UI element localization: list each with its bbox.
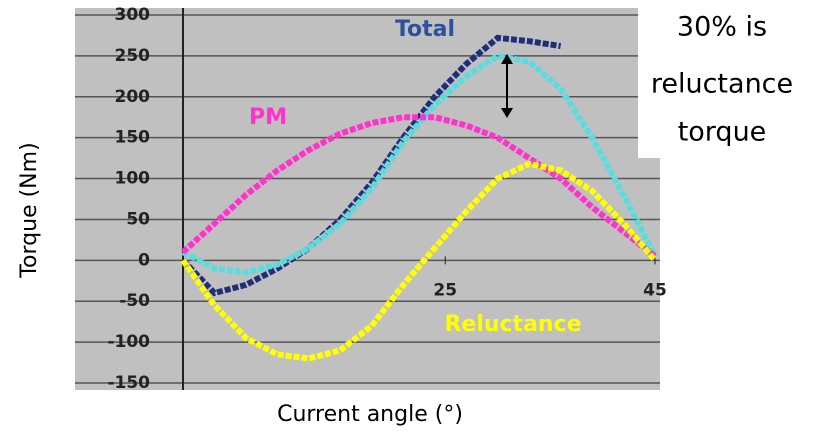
y-tick-label: 200 bbox=[115, 87, 151, 107]
y-tick-label: -100 bbox=[107, 332, 150, 352]
x-tick-label: 25 bbox=[433, 280, 457, 300]
annotation: 30% is bbox=[677, 12, 767, 43]
y-tick-label: 150 bbox=[115, 128, 151, 148]
y-tick-label: 250 bbox=[115, 46, 151, 66]
annotation-box bbox=[638, 0, 825, 158]
series-line bbox=[181, 52, 658, 276]
y-tick-label: -150 bbox=[107, 373, 150, 393]
y-tick-label: 0 bbox=[138, 250, 150, 270]
series-line bbox=[180, 34, 562, 297]
y-tick-label: -50 bbox=[119, 291, 150, 311]
series-line bbox=[180, 114, 657, 259]
series-label: Reluctance bbox=[444, 312, 581, 337]
annotation: torque bbox=[678, 117, 767, 148]
annotation: reluctance bbox=[651, 69, 793, 100]
y-axis-label: Torque (Nm) bbox=[17, 142, 42, 278]
x-tick-label: 45 bbox=[643, 280, 667, 300]
x-axis-label: Current angle (°) bbox=[277, 402, 463, 427]
series-label: Total bbox=[395, 17, 455, 42]
y-tick-label: 50 bbox=[126, 209, 150, 229]
arrow bbox=[501, 54, 513, 118]
series-line bbox=[180, 160, 658, 362]
y-tick-label: 300 bbox=[115, 5, 151, 25]
series-label: PM bbox=[249, 105, 287, 130]
y-tick-label: 100 bbox=[115, 169, 151, 189]
